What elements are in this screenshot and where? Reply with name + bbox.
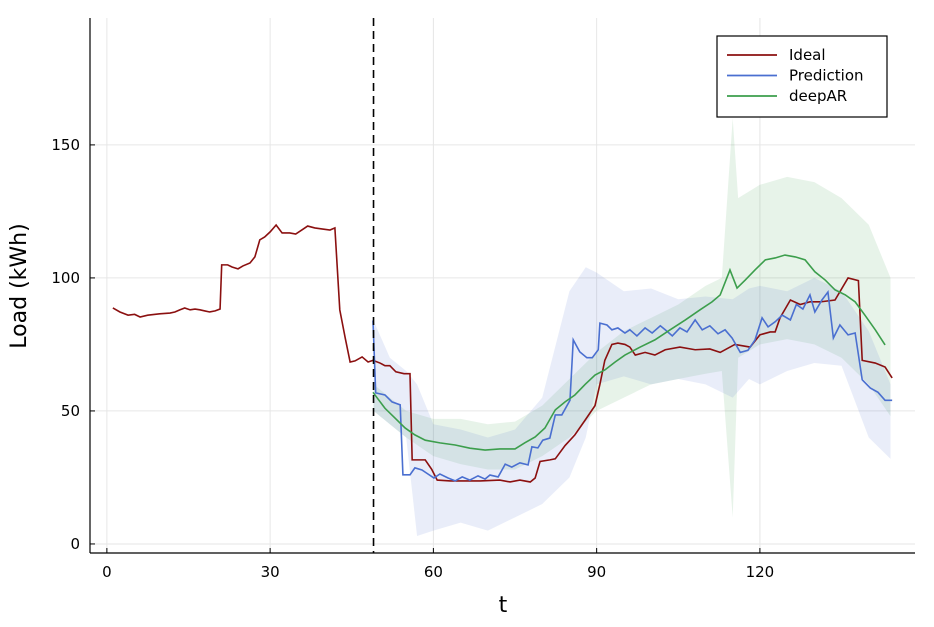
x-tick-label: 120 <box>746 563 775 581</box>
legend-label: Prediction <box>789 67 864 85</box>
x-tick-label: 0 <box>102 563 112 581</box>
y-axis-label: Load (kWh) <box>7 223 32 348</box>
y-tick-label: 50 <box>61 402 80 420</box>
x-tick-label: 90 <box>587 563 606 581</box>
legend-label: deepAR <box>789 87 847 105</box>
x-axis-label: t <box>499 593 508 618</box>
y-tick-label: 0 <box>70 535 80 553</box>
y-tick-label: 150 <box>51 136 80 154</box>
legend-box <box>716 35 888 118</box>
series-line <box>112 223 893 483</box>
series-line <box>372 289 893 482</box>
x-tick-label: 30 <box>261 563 280 581</box>
y-tick-label: 100 <box>51 269 80 287</box>
series-line <box>372 254 886 451</box>
confidence-band <box>373 118 891 518</box>
x-tick-label: 60 <box>424 563 443 581</box>
legend-label: Ideal <box>789 46 826 64</box>
